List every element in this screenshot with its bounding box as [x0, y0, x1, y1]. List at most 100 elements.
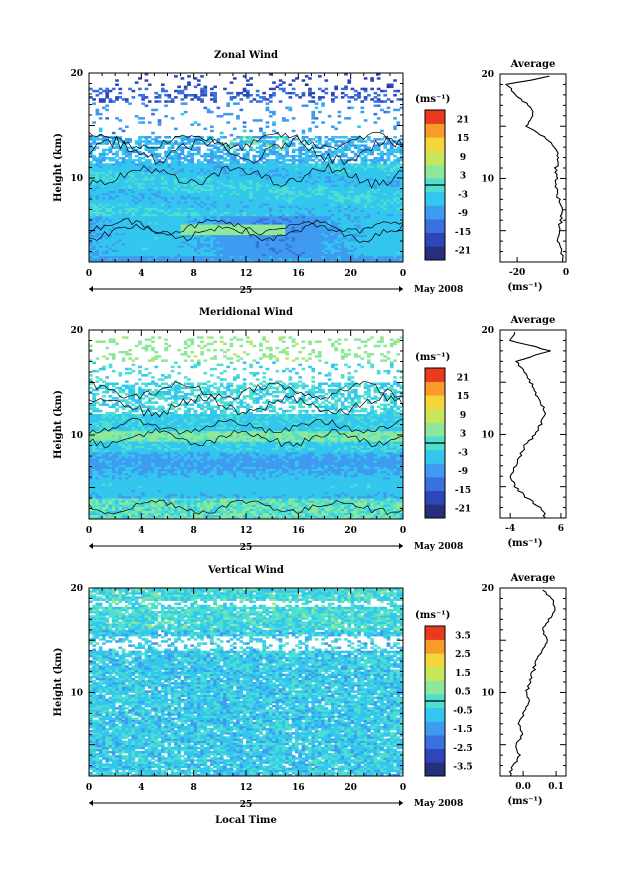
heatmap-cell — [210, 226, 214, 229]
heatmap-cell — [396, 184, 401, 187]
heatmap-cell — [337, 184, 342, 187]
heatmap-cell — [164, 169, 168, 173]
heatmap-cell — [308, 226, 312, 229]
heatmap-cell — [124, 211, 129, 215]
heatmap-cell — [154, 220, 159, 223]
heatmap-cell — [327, 236, 332, 240]
heatmap-cell — [327, 249, 332, 252]
heatmap-cell — [331, 201, 335, 204]
heatmap-cell — [236, 241, 240, 244]
heatmap-cell — [255, 163, 260, 166]
heatmap-cell — [380, 154, 384, 158]
heatmap-cell — [376, 243, 381, 246]
heatmap-cell — [196, 222, 201, 225]
heatmap-cell — [304, 157, 309, 160]
heatmap-cell — [216, 190, 221, 194]
heatmap-cell — [95, 232, 100, 236]
heatmap-cell — [268, 203, 273, 206]
heatmap-cell — [357, 169, 361, 173]
heatmap-cell — [206, 205, 211, 208]
heatmap-cell — [200, 241, 204, 244]
heatmap-cell — [203, 230, 208, 233]
heatmap-cell — [295, 259, 299, 263]
heatmap-cell — [360, 196, 365, 200]
heatmap-cell — [295, 194, 299, 198]
heatmap-cell — [376, 152, 381, 156]
heatmap-cell — [157, 180, 162, 183]
heatmap-cell — [170, 163, 175, 166]
heatmap-cell — [259, 228, 263, 231]
heatmap-cell — [226, 196, 231, 200]
heatmap-cell — [239, 228, 244, 231]
heatmap-cell — [317, 199, 322, 202]
heatmap-cell — [275, 163, 280, 166]
heatmap-cell — [115, 192, 119, 196]
heatmap-cell — [226, 201, 231, 204]
heatmap-cell — [291, 188, 296, 191]
heatmap-cell — [304, 226, 309, 229]
heatmap-cell — [321, 255, 325, 259]
heatmap-cell — [183, 243, 188, 246]
heatmap-cell — [380, 165, 384, 168]
heatmap-cell — [177, 217, 181, 221]
heatmap-cell — [337, 188, 342, 191]
heatmap-cell — [252, 222, 257, 225]
heatmap-cell — [177, 226, 181, 229]
heatmap-cell — [92, 169, 96, 173]
heatmap-cell — [151, 209, 155, 212]
heatmap-cell — [350, 167, 355, 170]
heatmap-cell — [147, 213, 152, 217]
heatmap-cell — [249, 167, 253, 170]
heatmap-cell — [170, 182, 175, 185]
heatmap-cell — [344, 201, 348, 204]
heatmap-cell — [105, 194, 110, 198]
heatmap-cell — [138, 178, 142, 181]
heatmap-cell — [164, 215, 168, 219]
heatmap-cell — [252, 247, 257, 250]
heatmap-cell — [177, 175, 181, 179]
heatmap-cell — [206, 196, 211, 200]
heatmap-cell — [340, 182, 345, 185]
heatmap-cell — [340, 201, 345, 204]
heatmap-cell — [386, 243, 391, 246]
heatmap-cell — [160, 236, 165, 240]
heatmap-cell — [193, 182, 198, 185]
heatmap-cell — [134, 253, 139, 257]
heatmap-cell — [174, 196, 178, 200]
heatmap-cell — [170, 167, 175, 170]
heatmap-cell — [102, 159, 106, 162]
heatmap-cell — [380, 175, 384, 179]
heatmap-cell — [118, 234, 123, 238]
heatmap-cell — [265, 217, 270, 221]
heatmap-cell — [311, 215, 316, 219]
heatmap-cell — [350, 257, 355, 261]
heatmap-cell — [154, 215, 159, 219]
heatmap-cell — [311, 205, 316, 208]
heatmap-cell — [92, 255, 96, 259]
heatmap-cell — [124, 236, 129, 240]
heatmap-cell — [232, 236, 237, 240]
heatmap-cell — [249, 224, 253, 227]
heatmap-cell — [141, 188, 145, 191]
heatmap-cell — [98, 201, 103, 204]
heatmap-cell — [138, 234, 142, 238]
heatmap-cell — [311, 188, 316, 191]
heatmap-cell — [367, 163, 371, 166]
heatmap-cell — [108, 243, 113, 246]
heatmap-cell — [334, 180, 338, 183]
heatmap-cell — [340, 243, 345, 246]
heatmap-cell — [167, 205, 172, 208]
heatmap-cell — [216, 194, 221, 198]
heatmap-cell — [360, 171, 365, 175]
heatmap-cell — [102, 165, 106, 168]
heatmap-cell — [360, 190, 365, 194]
heatmap-cell — [203, 171, 208, 175]
heatmap-cell — [317, 180, 322, 183]
heatmap-cell — [331, 186, 335, 189]
heatmap-cell — [291, 180, 296, 183]
heatmap-cell — [337, 226, 342, 229]
heatmap-cell — [206, 171, 211, 175]
heatmap-cell — [324, 236, 329, 240]
heatmap-cell — [147, 236, 152, 240]
heatmap-cell — [95, 173, 100, 177]
